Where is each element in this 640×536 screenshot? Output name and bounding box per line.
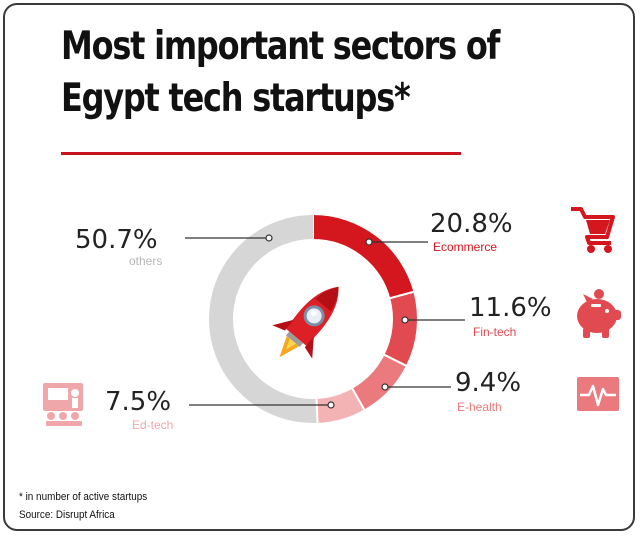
donut-chart: 20.8% Ecommerce 11.6% Fin-tech 9.4% E-he…	[43, 207, 621, 432]
slice-e-health	[352, 354, 406, 410]
label-others-text: others	[129, 254, 162, 268]
title-underline	[61, 152, 461, 155]
value-fintech: 11.6%	[469, 293, 552, 323]
label-ehealth: 9.4% E-health	[381, 368, 521, 414]
rocket-icon	[272, 286, 339, 359]
value-ehealth: 9.4%	[455, 368, 521, 398]
shopping-cart-icon	[571, 207, 615, 253]
label-edtech-text: Ed-tech	[132, 418, 173, 432]
donut-slices	[209, 214, 417, 424]
value-edtech: 7.5%	[105, 387, 171, 417]
label-ecommerce-text: Ecommerce	[433, 240, 497, 254]
classroom-icon	[43, 383, 83, 426]
slice-ed-tech	[316, 388, 365, 423]
label-fintech-text: Fin-tech	[473, 325, 516, 339]
slice-separator	[383, 353, 408, 367]
slice-fin-tech	[384, 291, 417, 366]
label-ecommerce: 20.8% Ecommerce	[365, 209, 513, 254]
title-line-2: Egypt tech startups*	[61, 76, 411, 121]
slice-ecommerce	[312, 215, 414, 299]
slice-separator	[351, 387, 366, 411]
value-others: 50.7%	[75, 225, 158, 255]
label-ehealth-text: E-health	[457, 400, 502, 414]
value-ecommerce: 20.8%	[430, 209, 513, 239]
footnote: * in number of active startups	[19, 491, 148, 503]
label-others: 50.7% others	[75, 225, 273, 268]
piggy-bank-icon	[577, 289, 621, 338]
title-line-1: Most important sectors of	[61, 24, 500, 69]
source-note: Source: Disrupt Africa	[19, 509, 115, 521]
heartbeat-icon	[577, 377, 619, 411]
label-edtech: 7.5% Ed-tech	[105, 387, 335, 432]
slice-separator	[389, 290, 415, 300]
label-fintech: 11.6% Fin-tech	[401, 293, 552, 339]
infographic-frame: Most important sectors of Egypt tech star…	[3, 3, 635, 531]
slice-separator	[315, 397, 319, 424]
chart-title: Most important sectors of Egypt tech star…	[61, 21, 504, 125]
